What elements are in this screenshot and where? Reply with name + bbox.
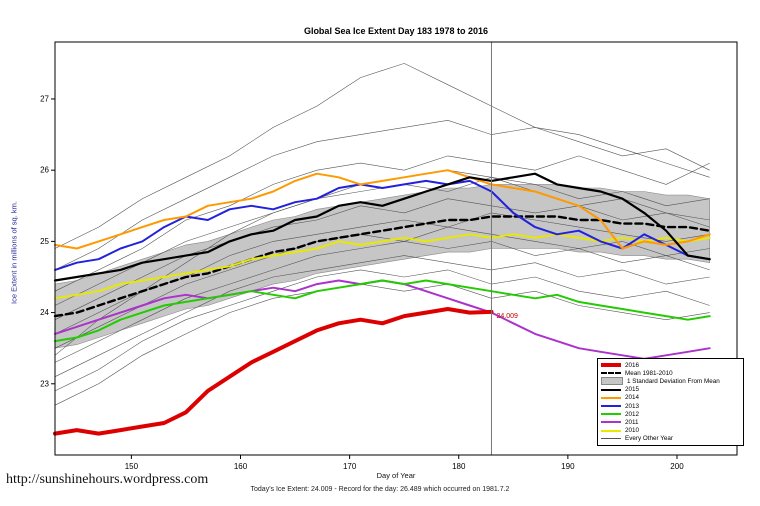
footer-url: http://sunshinehours.wordpress.com bbox=[6, 472, 209, 487]
x-tick-label: 150 bbox=[125, 462, 139, 471]
y-tick-label: 25 bbox=[40, 237, 49, 246]
legend-item: Mean 1981-2010 bbox=[601, 369, 740, 377]
x-tick-label: 180 bbox=[452, 462, 466, 471]
legend-label: Every Other Year bbox=[625, 435, 673, 443]
legend-line-swatch bbox=[601, 388, 621, 391]
legend-line-swatch bbox=[601, 413, 621, 416]
legend-line-swatch bbox=[601, 421, 621, 424]
legend-label: 2013 bbox=[625, 402, 640, 410]
y-tick-label: 23 bbox=[40, 379, 49, 388]
legend-item: 2010 bbox=[601, 427, 740, 435]
legend-line-swatch bbox=[601, 429, 621, 432]
x-tick-label: 170 bbox=[343, 462, 357, 471]
legend-band-swatch bbox=[601, 377, 623, 386]
legend-item: 2013 bbox=[601, 402, 740, 410]
y-tick-label: 26 bbox=[40, 166, 49, 175]
legend-item: 2016 bbox=[601, 361, 740, 369]
legend-item: 2015 bbox=[601, 386, 740, 394]
legend-line-swatch bbox=[601, 372, 621, 375]
legend-label: 2014 bbox=[625, 394, 640, 402]
value-annotation: 24.009 bbox=[496, 313, 518, 320]
legend-item: 2014 bbox=[601, 394, 740, 402]
legend-label: Mean 1981-2010 bbox=[625, 369, 673, 377]
x-axis-label: Day of Year bbox=[376, 471, 416, 480]
legend-item: Every Other Year bbox=[601, 435, 740, 443]
legend-item: 2012 bbox=[601, 410, 740, 418]
legend-line-swatch bbox=[601, 438, 621, 440]
y-tick-label: 27 bbox=[40, 94, 49, 103]
legend-line-swatch bbox=[601, 405, 621, 408]
legend-line-swatch bbox=[601, 363, 621, 368]
legend-line-swatch bbox=[601, 396, 621, 399]
footer-caption: Today's Ice Extent: 24.009 - Record for … bbox=[250, 486, 510, 493]
y-tick-label: 24 bbox=[40, 308, 49, 317]
legend-label: 2016 bbox=[625, 361, 640, 369]
legend-label: 1 Standard Deviation From Mean bbox=[627, 377, 720, 385]
x-tick-label: 160 bbox=[234, 462, 248, 471]
legend-label: 2012 bbox=[625, 410, 640, 418]
x-tick-label: 190 bbox=[561, 462, 575, 471]
chart-title: Global Sea Ice Extent Day 183 1978 to 20… bbox=[303, 26, 489, 36]
legend-item: 1 Standard Deviation From Mean bbox=[601, 377, 740, 386]
legend-label: 2011 bbox=[625, 418, 639, 426]
legend-label: 2010 bbox=[625, 427, 640, 435]
x-tick-label: 200 bbox=[670, 462, 684, 471]
legend: 2016 Mean 1981-2010 1 Standard Deviation F… bbox=[597, 358, 744, 446]
legend-item: 2011 bbox=[601, 418, 740, 426]
legend-label: 2015 bbox=[625, 386, 640, 394]
